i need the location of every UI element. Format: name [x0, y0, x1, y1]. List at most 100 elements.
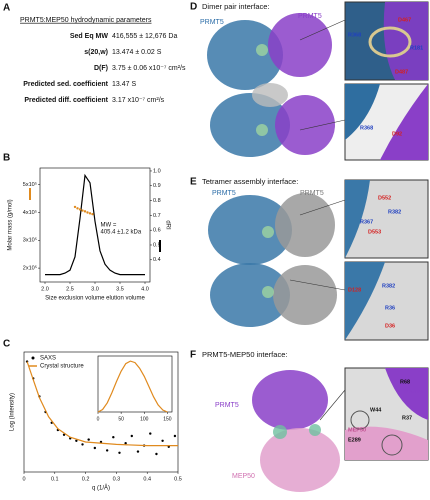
param-label: s(20,w): [84, 49, 108, 56]
data-point: [87, 438, 90, 441]
data-point: [155, 452, 158, 456]
zoom-chain: [385, 368, 428, 420]
y2-tick-label: 0.5: [153, 242, 161, 248]
chain-label: PRMT5: [212, 190, 236, 197]
zoom-chain: [383, 2, 428, 80]
y-axis-label: Molar mass (g/mol): [8, 199, 14, 250]
data-point: [81, 209, 84, 212]
y2-tick-label: 0.8: [153, 198, 161, 204]
data-point: [86, 211, 89, 214]
chain-label: PRMT5: [200, 19, 224, 26]
param-value: 13.474 ± 0.02 S: [112, 49, 162, 56]
panel-letter: F: [190, 350, 196, 361]
residue-label: D552: [378, 195, 391, 201]
protein-chain: [273, 265, 337, 325]
residue-label: R382: [382, 283, 395, 289]
residue-label: E289: [348, 437, 361, 443]
series-line: [97, 360, 168, 413]
y2-tick-label: 1.0: [153, 168, 161, 174]
data-point: [76, 207, 79, 210]
legend-swatch: [31, 356, 35, 360]
annotation: 405.4 ±1.2 kDa: [101, 230, 142, 236]
param-value: 3.17 x10⁻⁷ cm²/s: [112, 97, 165, 104]
table-title: PRMT5:MEP50 hydrodynamic parameters: [20, 17, 152, 24]
plot-frame: [39, 167, 151, 283]
param-value: 3.75 ± 0.06 x10⁻⁷ cm²/s: [112, 65, 186, 72]
data-point: [130, 434, 133, 438]
zoom-chain: [345, 426, 428, 460]
residue-label: D487: [395, 69, 408, 75]
zoom-density: [381, 434, 403, 456]
zoom-connector: [299, 19, 346, 41]
residue-label: R367: [360, 219, 373, 225]
panel-title: Tetramer assembly interface:: [202, 177, 298, 186]
x-tick-label: 100: [140, 416, 149, 422]
ligand: [256, 124, 268, 136]
hydro-table: Sed Eq MW 416,555 ± 12,676 Da s(20,w) 13.47…: [23, 33, 186, 104]
protein-chain: [252, 83, 288, 107]
ligand: [309, 424, 321, 436]
protein-chain: [208, 195, 292, 265]
zoom-chain: [345, 262, 385, 340]
data-point: [93, 446, 97, 450]
protein-chain: [275, 193, 335, 257]
zoom-chain: [345, 180, 370, 258]
data-point: [173, 434, 177, 438]
panel-letter: B: [3, 153, 10, 164]
param-label: Predicted diff. coefficient: [24, 97, 108, 104]
residue-label: R37: [402, 415, 412, 421]
series-line: [26, 361, 178, 447]
data-point: [81, 443, 84, 446]
data-point: [105, 449, 109, 452]
legend-label: SAXS: [40, 356, 56, 362]
structure-image: [208, 179, 429, 341]
x-axis-label: Size exclusion volume elution volume: [45, 296, 145, 302]
chain-label: PRMT5: [300, 190, 324, 197]
structure-image: [252, 367, 429, 492]
param-label: D(F): [94, 65, 108, 72]
residue-label: D128: [348, 287, 361, 293]
x-tick-label: 0: [97, 416, 100, 422]
ligand: [262, 286, 274, 298]
param-value: 416,555 ± 12,676 Da: [112, 33, 177, 40]
zoom-loop: [368, 26, 412, 58]
residue-label: R368: [348, 32, 361, 38]
ligand: [273, 425, 287, 439]
data-point: [83, 210, 87, 213]
data-point: [75, 439, 78, 442]
data-point: [149, 432, 152, 435]
x-tick-label: 3.5: [116, 286, 124, 292]
x-tick-label: 0.5: [174, 476, 182, 482]
panel-title: Dimer pair interface:: [202, 2, 270, 11]
x-tick-label: 3.0: [91, 286, 99, 292]
residue-label: D553: [368, 229, 381, 235]
y-tick-label: 3x10⁵: [23, 237, 37, 244]
residue-label: D467: [398, 17, 411, 23]
param-label: Predicted sed. coefficient: [23, 81, 108, 88]
residue-label: R181: [410, 45, 423, 51]
ligand: [256, 44, 268, 56]
chain-label: PRMT5: [215, 402, 239, 409]
data-point: [62, 433, 66, 436]
x-tick-label: 4.0: [141, 286, 149, 292]
panel-letter: E: [190, 177, 197, 188]
chain-label: PRMT5: [298, 13, 322, 20]
panel-letter: D: [190, 2, 197, 13]
x-tick-label: 0.1: [51, 476, 59, 482]
y2-tick-label: 0.4: [153, 257, 161, 263]
y-tick-label: 2x10⁵: [23, 265, 37, 272]
legend-label: Crystal structure: [40, 364, 84, 370]
protein-chain: [207, 20, 283, 90]
y2-tick-label: 0.9: [153, 183, 161, 189]
residue-label: R368: [360, 125, 373, 131]
y-tick-label: 4x10⁵: [23, 209, 37, 216]
data-point: [124, 442, 127, 445]
data-point: [136, 450, 140, 453]
residue-label: W44: [370, 407, 382, 413]
plot-frame: [97, 355, 173, 413]
param-value: 13.47 S: [112, 81, 136, 88]
protein-chain: [275, 95, 335, 155]
data-point: [88, 212, 92, 215]
zoom-chain: [380, 84, 428, 160]
panel-title: PRMT5-MEP50 interface:: [202, 350, 287, 359]
